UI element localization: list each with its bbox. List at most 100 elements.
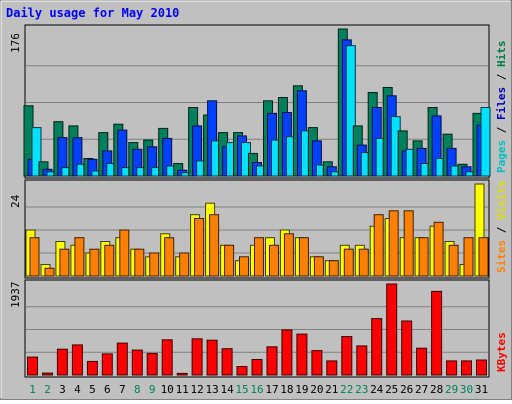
bar-sites-day-11 (179, 252, 190, 277)
bar-sites-day-1 (29, 237, 40, 277)
bar-kbytes-day-6 (101, 353, 113, 376)
legend-kbytes: KBytes (495, 332, 508, 372)
legend-pages: Pages (495, 140, 508, 173)
bar-sites-day-12 (194, 218, 205, 277)
bar-sites-day-9 (149, 252, 160, 277)
legend-visits: Visits (495, 180, 508, 220)
bar-kbytes-day-14 (221, 348, 233, 376)
bar-sites-day-17 (269, 244, 279, 277)
bar-kbytes-day-4 (71, 344, 83, 376)
bar-kbytes-day-23 (356, 345, 368, 376)
panel-bottom-legend-label: KBytes (495, 332, 508, 372)
bar-sites-day-23 (358, 248, 369, 277)
x-tick-label-day-25: 25 (385, 383, 398, 396)
x-tick-label-day-6: 6 (104, 383, 111, 396)
legend-hits: Hits (495, 41, 508, 68)
bar-sites-day-20 (313, 256, 324, 277)
bar-sites-day-5 (89, 248, 100, 277)
panel-top: 176 Pages / Files / Hits (9, 24, 508, 179)
x-tick-label-day-18: 18 (280, 383, 293, 396)
x-tick-label-day-29: 29 (445, 383, 458, 396)
bar-kbytes-day-31 (476, 359, 487, 376)
bar-sites-day-24 (373, 214, 384, 277)
x-tick-label-day-4: 4 (74, 383, 81, 396)
x-tick-label-day-30: 30 (460, 383, 473, 396)
bar-sites-day-14 (224, 244, 235, 277)
x-tick-label-day-14: 14 (220, 383, 234, 396)
bar-kbytes-day-9 (146, 352, 158, 376)
bar-sites-day-28 (433, 221, 444, 277)
bar-sites-day-19 (298, 237, 309, 277)
bar-kbytes-day-7 (116, 342, 128, 376)
bar-sites-day-30 (463, 237, 474, 277)
legend-separator: / (495, 67, 508, 87)
x-tick-label-day-3: 3 (59, 383, 66, 396)
panel-middle: 24 Sites / Visits (9, 179, 508, 279)
panel-bottom: 1937 KBytes (9, 279, 508, 378)
x-tick-label-day-9: 9 (149, 383, 156, 396)
bar-sites-day-10 (164, 237, 175, 277)
panel-middle-ymax-label: 24 (9, 194, 22, 208)
bar-kbytes-day-12 (191, 338, 203, 376)
bar-sites-day-31 (478, 237, 489, 277)
bar-sites-day-3 (59, 248, 70, 277)
bar-kbytes-day-15 (236, 366, 248, 376)
x-tick-label-day-17: 17 (265, 383, 278, 396)
x-tick-label-day-19: 19 (295, 383, 308, 396)
bar-kbytes-day-1 (27, 356, 38, 376)
bar-kbytes-day-18 (281, 329, 293, 376)
bar-pages-day-31 (480, 107, 491, 177)
panel-middle-legend-label: Sites / Visits (495, 180, 508, 273)
bar-kbytes-day-11 (176, 372, 188, 376)
bar-sites-day-21 (328, 260, 339, 277)
panel-top-legend-label: Pages / Files / Hits (495, 41, 508, 174)
bar-kbytes-day-26 (401, 320, 413, 376)
bar-sites-day-8 (134, 248, 145, 277)
bar-kbytes-day-16 (251, 359, 263, 376)
x-tick-label-day-23: 23 (355, 383, 368, 396)
bar-pages-day-22 (345, 45, 356, 177)
legend-sites: Sites (495, 240, 508, 273)
bar-kbytes-day-21 (326, 360, 338, 376)
x-tick-label-day-22: 22 (340, 383, 353, 396)
bar-sites-day-26 (403, 210, 414, 277)
bar-sites-day-22 (343, 248, 354, 277)
chart-title: Daily usage for May 2010 (6, 6, 179, 20)
bar-kbytes-day-10 (161, 339, 173, 376)
x-tick-label-day-20: 20 (310, 383, 323, 396)
x-tick-label-day-5: 5 (89, 383, 96, 396)
bar-kbytes-day-25 (386, 283, 398, 376)
bar-kbytes-day-19 (296, 333, 308, 376)
legend-separator: / (495, 120, 508, 140)
x-tick-label-day-10: 10 (161, 383, 174, 396)
x-tick-label-day-11: 11 (176, 383, 189, 396)
bar-kbytes-day-30 (461, 360, 472, 376)
x-tick-label-day-16: 16 (250, 383, 263, 396)
x-tick-label-day-7: 7 (119, 383, 126, 396)
bar-kbytes-day-2 (42, 372, 53, 376)
x-tick-label-day-15: 15 (235, 383, 248, 396)
bar-sites-day-18 (283, 233, 294, 277)
x-tick-label-day-28: 28 (430, 383, 443, 396)
x-tick-label-day-24: 24 (370, 383, 384, 396)
bar-kbytes-day-24 (371, 318, 383, 376)
bar-kbytes-day-17 (266, 346, 278, 376)
x-tick-label-day-8: 8 (134, 383, 141, 396)
x-tick-label-day-21: 21 (325, 383, 338, 396)
bar-sites-day-7 (119, 229, 130, 277)
x-tick-label-day-27: 27 (415, 383, 428, 396)
bar-kbytes-day-22 (341, 336, 353, 376)
legend-files: Files (495, 87, 508, 120)
bar-kbytes-day-27 (416, 347, 428, 376)
bar-sites-day-15 (239, 256, 249, 277)
x-tick-label-day-12: 12 (190, 383, 203, 396)
bar-kbytes-day-5 (86, 360, 98, 376)
bar-kbytes-day-8 (131, 349, 143, 376)
bar-sites-day-27 (418, 237, 429, 277)
x-tick-label-day-2: 2 (44, 383, 51, 396)
x-axis-labels: 1 2 3 4 5 6 7 8 9 10 11 12 13 14 15 16 17 18 19 20 21 22 23 24 2… (29, 383, 488, 396)
x-tick-label-day-31: 31 (475, 383, 488, 396)
